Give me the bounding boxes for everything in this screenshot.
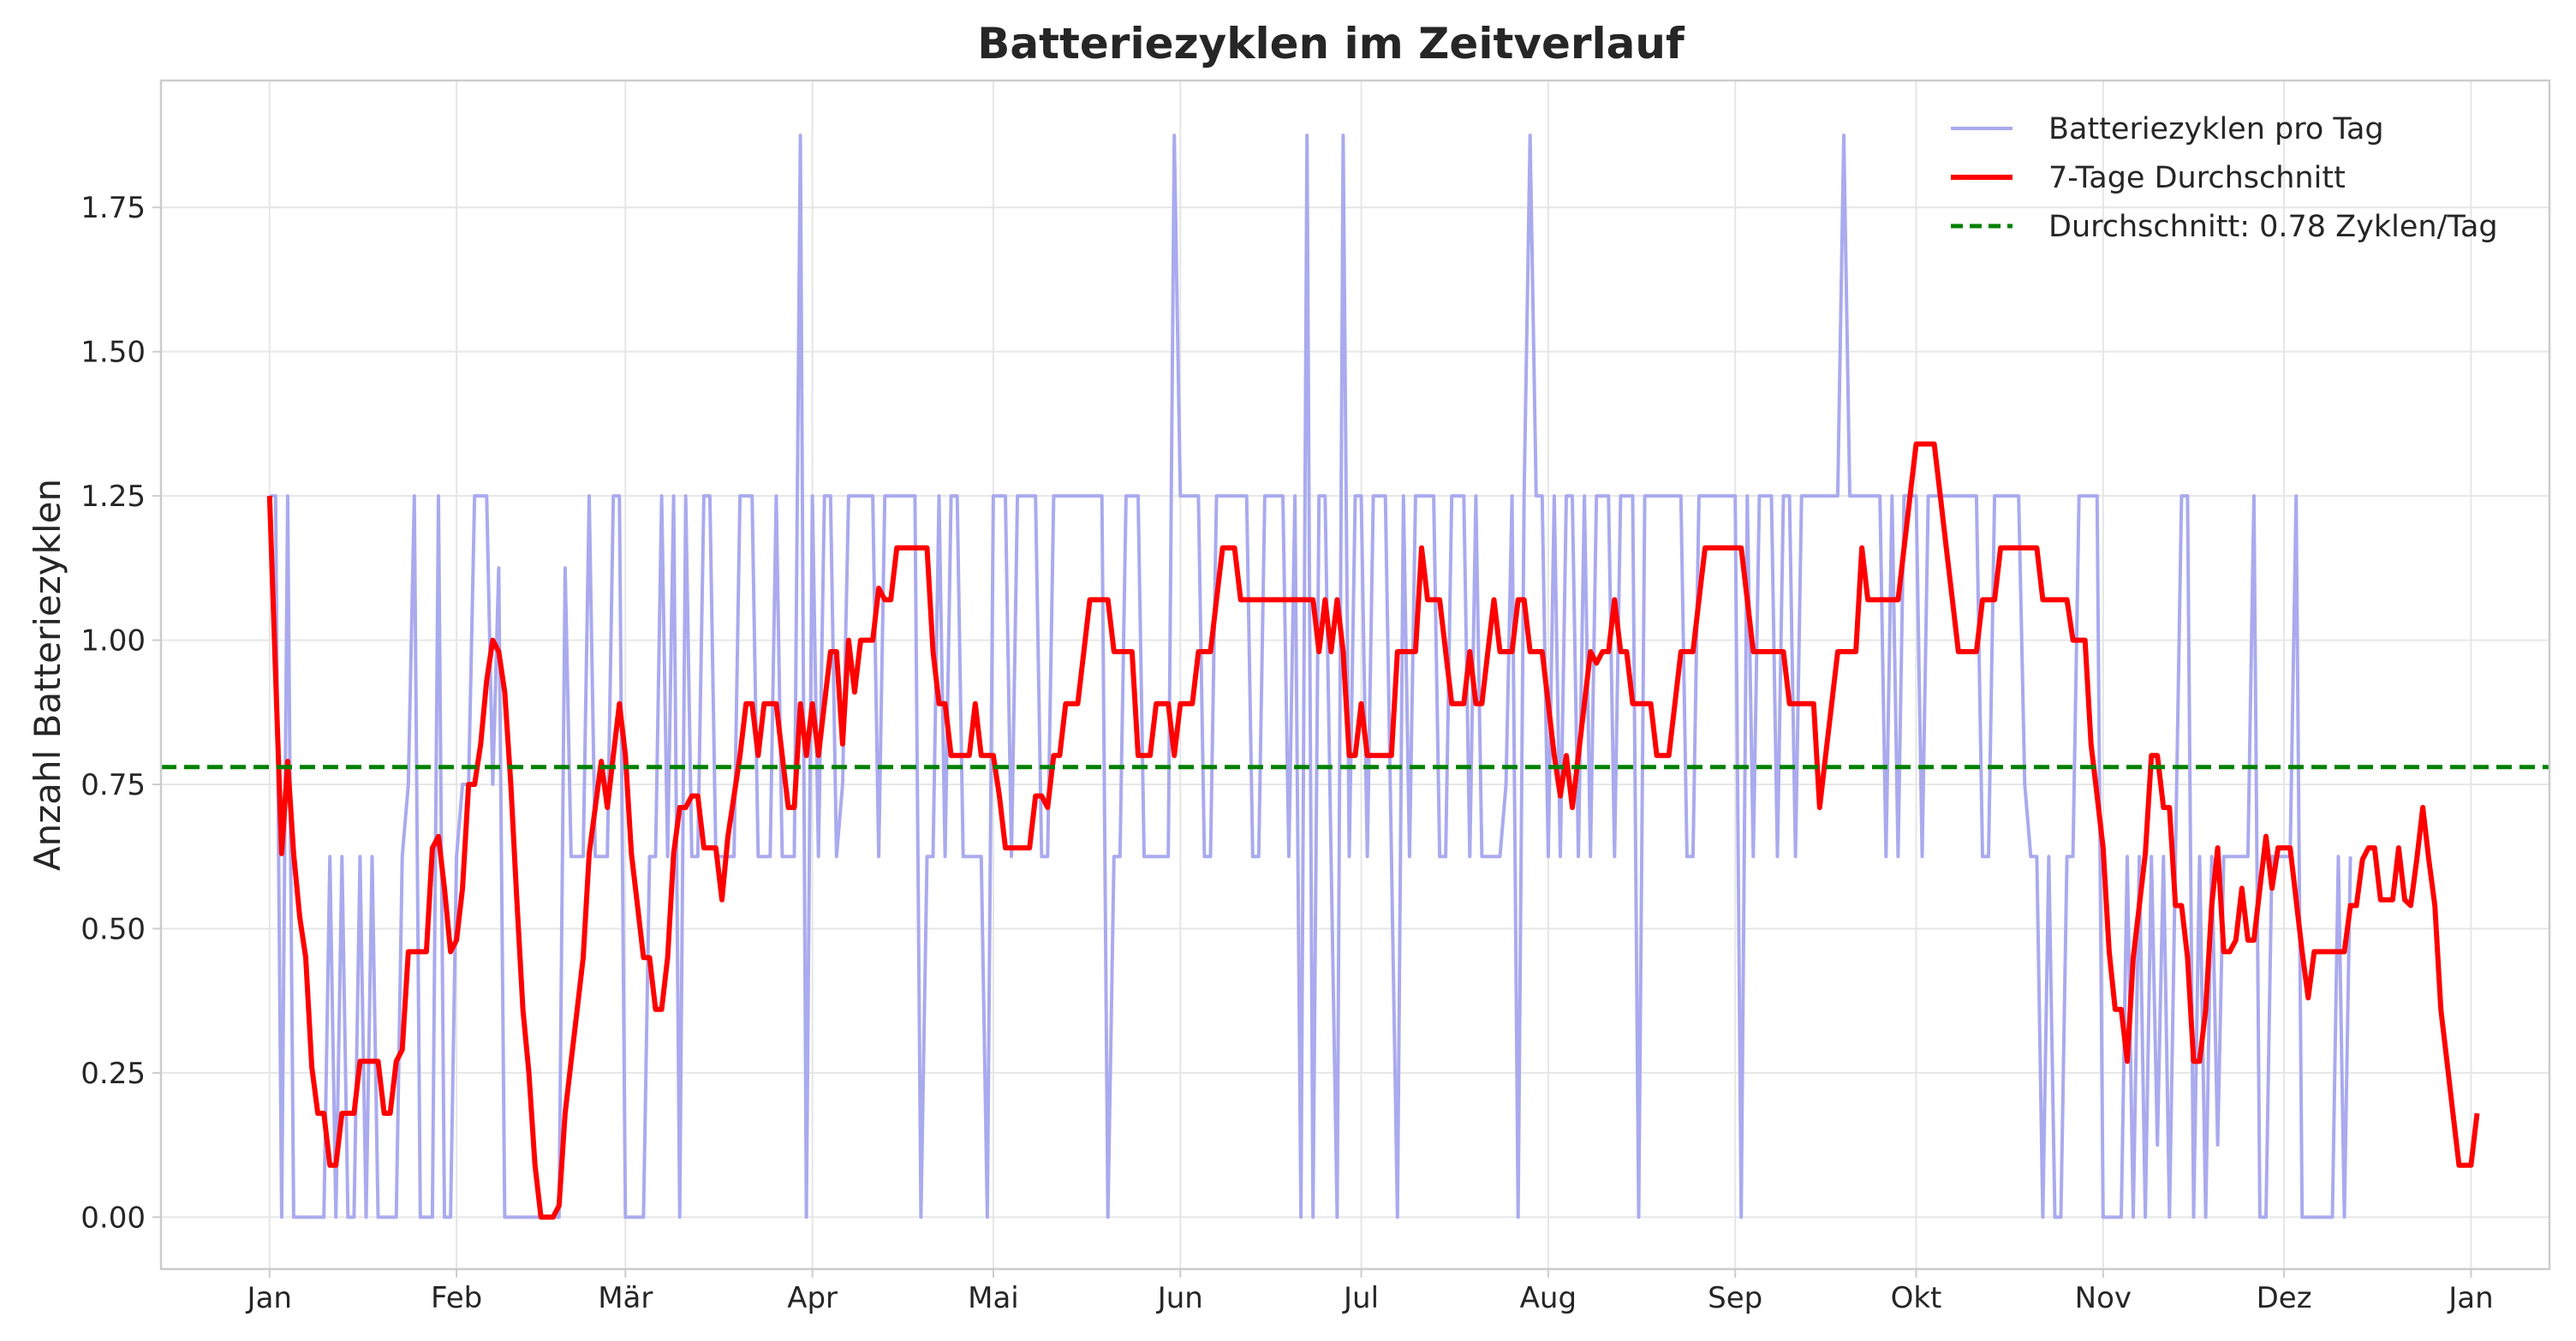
- y-tick-label: 0.00: [80, 1201, 146, 1235]
- y-tick-label: 1.00: [80, 624, 146, 659]
- legend-entry-7day-average-label: 7-Tage Durchschnitt: [2048, 161, 2346, 195]
- y-axis-ticks: 0.00 0.25 0.50 0.75 1.00 1.25 1.50 1.75: [80, 191, 161, 1235]
- y-tick-label: 1.75: [80, 191, 146, 225]
- x-tick-label: Sep: [1708, 1281, 1762, 1315]
- chart-title: Batteriezyklen im Zeitverlauf: [977, 19, 1685, 69]
- series-daily-cycles-line: [269, 134, 2352, 1219]
- y-tick-label: 0.50: [80, 912, 146, 946]
- series-layer: [161, 134, 2549, 1220]
- x-tick-label: Jan: [2447, 1281, 2493, 1315]
- y-tick-label: 0.25: [80, 1057, 146, 1091]
- x-axis-ticks: Jan Feb Mär Apr Mai Jun Jul Aug Sep Okt Nov Dez Jan: [246, 1269, 2494, 1315]
- legend-entry-daily-label: Batteriezyklen pro Tag: [2048, 112, 2384, 146]
- y-tick-label: 1.50: [80, 336, 146, 370]
- x-tick-label: Mai: [968, 1281, 1019, 1315]
- x-tick-label: Jun: [1156, 1281, 1203, 1315]
- y-tick-label: 0.75: [80, 768, 146, 802]
- x-tick-label: Mär: [598, 1281, 653, 1315]
- x-tick-label: Okt: [1891, 1281, 1942, 1315]
- x-tick-label: Aug: [1520, 1281, 1577, 1315]
- grid: [161, 80, 2549, 1269]
- x-tick-label: Jan: [246, 1281, 292, 1315]
- x-tick-label: Feb: [431, 1281, 482, 1315]
- x-tick-label: Dez: [2257, 1281, 2312, 1315]
- x-tick-label: Jul: [1342, 1281, 1379, 1315]
- legend: Batteriezyklen pro Tag 7-Tage Durchschnit…: [1951, 112, 2498, 244]
- series-7day-average-line: [266, 441, 2480, 1220]
- x-tick-label: Apr: [787, 1281, 838, 1315]
- y-axis-label: Anzahl Batteriezyklen: [27, 479, 69, 871]
- x-tick-label: Nov: [2075, 1281, 2132, 1315]
- y-tick-label: 1.25: [80, 480, 146, 514]
- legend-entry-mean-label: Durchschnitt: 0.78 Zyklen/Tag: [2048, 210, 2498, 244]
- plot-frame: [159, 79, 2551, 1271]
